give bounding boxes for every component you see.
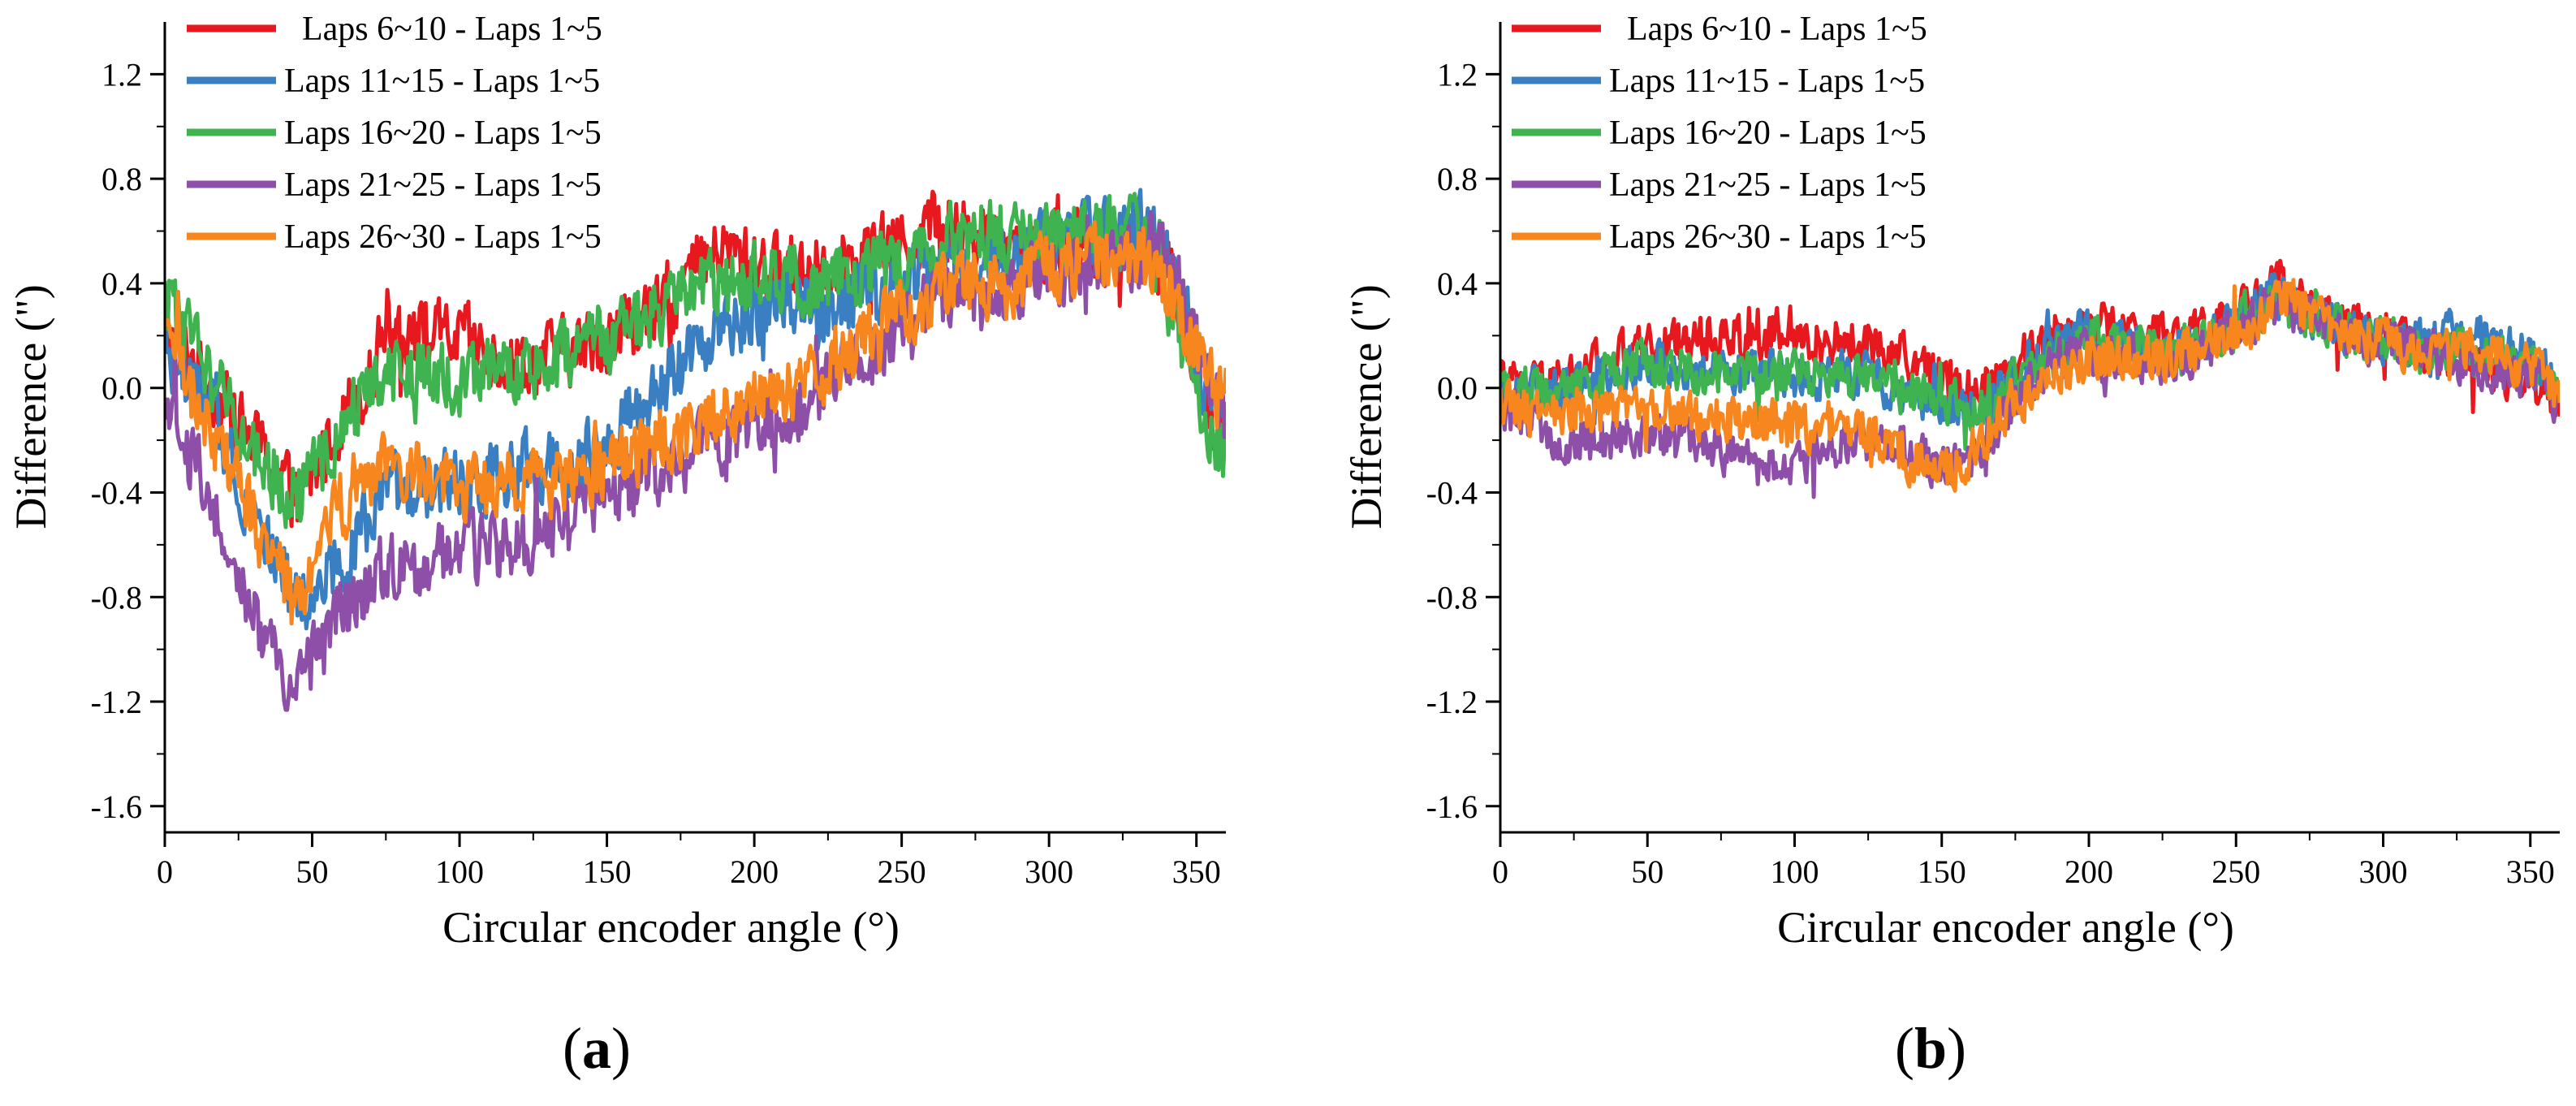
legend: Laps 6~10 - Laps 1~5 Laps 11~15 - Laps 1~…	[1512, 11, 1927, 256]
x-tick-label: 50	[1631, 853, 1663, 890]
y-tick-label: 0.4	[1437, 266, 1478, 302]
y-tick-label: -0.4	[1426, 474, 1478, 511]
series-group	[1500, 258, 2560, 499]
series-line-5	[1500, 278, 2560, 493]
y-tick-label: 0.0	[1437, 370, 1478, 407]
x-tick-label: 250	[878, 853, 926, 890]
legend-label-2: Laps 11~15 - Laps 1~5	[284, 63, 600, 100]
legend-label-5: Laps 26~30 - Laps 1~5	[1609, 218, 1927, 256]
panel-label-b: (b)	[1895, 1016, 1966, 1081]
legend-label-1: Laps 6~10 - Laps 1~5	[1627, 11, 1927, 48]
x-tick-label: 100	[1771, 853, 1819, 890]
x-tick-label: 300	[2359, 853, 2408, 890]
legend-label-3: Laps 16~20 - Laps 1~5	[1609, 114, 1927, 152]
series-line-5	[165, 220, 1226, 626]
x-tick-label: 200	[730, 853, 779, 890]
y-tick-label: 0.0	[101, 370, 142, 407]
y-axis-label: Difference (")	[6, 284, 55, 529]
x-tick-label: 250	[2211, 853, 2260, 890]
chart-panel-a: 0 50 100 150 200 250 300 350 1.2 0.8 0.4 0.0 -0.4 -0.…	[6, 11, 1226, 952]
legend: Laps 6~10 - Laps 1~5 Laps 11~15 - Laps 1~…	[187, 11, 602, 256]
y-tick-label: 0.4	[101, 266, 142, 302]
series-group	[165, 188, 1226, 712]
y-axis-label: Difference (")	[1342, 284, 1391, 529]
y-tick-label: 0.8	[101, 161, 142, 197]
y-tick-label: -0.4	[91, 474, 142, 511]
legend-label-1: Laps 6~10 - Laps 1~5	[302, 11, 602, 48]
y-tick-label: -1.6	[1426, 788, 1478, 825]
legend-label-2: Laps 11~15 - Laps 1~5	[1609, 63, 1925, 100]
legend-label-3: Laps 16~20 - Laps 1~5	[284, 114, 602, 152]
chart-panel-b: 0 50 100 150 200 250 300 350 1.2 0.8 0.4 0.0 -0.4 -0.…	[1342, 11, 2560, 952]
y-tick-label: 1.2	[1437, 56, 1478, 93]
x-tick-label: 50	[296, 853, 329, 890]
y-tick-label: -1.2	[1426, 684, 1478, 720]
x-tick-label: 350	[1172, 853, 1221, 890]
x-axis-label: Circular encoder angle (°)	[1777, 903, 2234, 952]
y-tick-label: -1.2	[91, 684, 142, 720]
y-tick-label: 1.2	[101, 56, 142, 93]
x-tick-label: 100	[435, 853, 484, 890]
x-tick-label: 350	[2506, 853, 2555, 890]
legend-label-4: Laps 21~25 - Laps 1~5	[1609, 166, 1927, 204]
y-tick-label: -0.8	[1426, 579, 1478, 616]
y-tick-label: 0.8	[1437, 161, 1478, 197]
x-tick-label: 300	[1025, 853, 1073, 890]
y-tick-label: -0.8	[91, 579, 142, 616]
x-tick-label: 0	[1492, 853, 1508, 890]
legend-label-4: Laps 21~25 - Laps 1~5	[284, 166, 602, 204]
x-tick-label: 150	[583, 853, 632, 890]
y-tick-label: -1.6	[91, 788, 142, 825]
legend-label-5: Laps 26~30 - Laps 1~5	[284, 218, 602, 256]
x-tick-label: 200	[2065, 853, 2113, 890]
panel-label-a: (a)	[563, 1016, 631, 1081]
x-axis-label: Circular encoder angle (°)	[442, 903, 900, 952]
x-tick-label: 150	[1918, 853, 1966, 890]
x-tick-label: 0	[157, 853, 173, 890]
